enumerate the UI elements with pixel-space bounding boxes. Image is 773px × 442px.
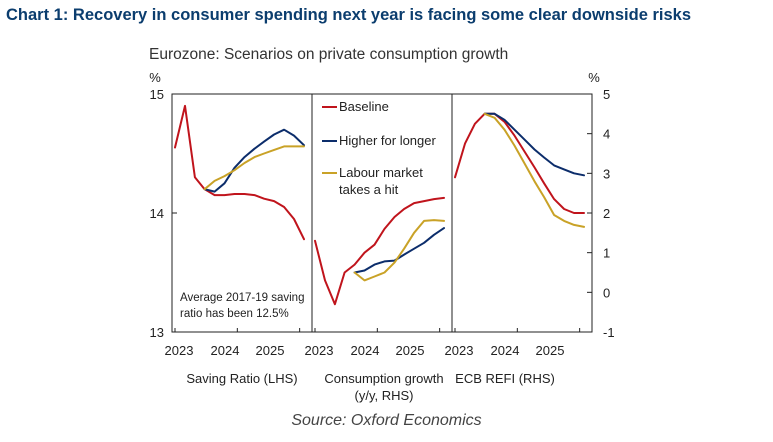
x-tick-label: 2024 — [491, 343, 520, 358]
right-axis-unit: % — [588, 70, 600, 85]
x-tick-label: 2023 — [165, 343, 194, 358]
panel-label: (y/y, RHS) — [355, 388, 414, 403]
series-line-baseline — [174, 104, 305, 241]
panel-label: Consumption growth — [324, 371, 443, 386]
chart: 13 14 15% -1 0 1 2 3 4 5% 2023 2024 2025 Saving Ratio… — [149, 70, 615, 403]
left-axis-tick-label: 14 — [150, 206, 164, 221]
series-line-higher-for-longer — [483, 112, 585, 177]
left-axis-tick-label: 13 — [150, 325, 164, 340]
right-axis-tick-label: 0 — [603, 285, 610, 300]
right-axis-tick-label: -1 — [603, 325, 615, 340]
right-axis-tick-label: 2 — [603, 206, 610, 221]
x-tick-label: 2025 — [536, 343, 565, 358]
annotation-text: Average 2017-19 saving — [180, 292, 304, 304]
chart-source: Source: Oxford Economics — [291, 412, 482, 429]
legend-label: Baseline — [339, 99, 389, 114]
series-line-higher-for-longer — [203, 128, 305, 193]
right-axis-tick-label: 5 — [603, 87, 610, 102]
x-tick-label: 2024 — [351, 343, 380, 358]
left-axis-tick-label: 15 — [150, 87, 164, 102]
right-axis-tick-label: 3 — [603, 166, 610, 181]
series-line-baseline — [454, 112, 585, 214]
left-axis-unit: % — [149, 70, 161, 85]
x-tick-label: 2025 — [396, 343, 425, 358]
x-tick-label: 2023 — [305, 343, 334, 358]
right-axis-tick-label: 1 — [603, 246, 610, 261]
x-tick-label: 2024 — [211, 343, 240, 358]
chart-title: Chart 1: Recovery in consumer spending n… — [6, 6, 691, 24]
chart-subtitle: Eurozone: Scenarios on private consumpti… — [149, 46, 509, 63]
series-line-labour-market-takes-a-hit — [353, 219, 445, 282]
panel-label: Saving Ratio (LHS) — [186, 371, 297, 386]
x-tick-label: 2023 — [445, 343, 474, 358]
legend-label: takes a hit — [339, 182, 399, 197]
panel-label: ECB REFI (RHS) — [455, 371, 555, 386]
series-line-higher-for-longer — [353, 227, 445, 274]
annotation-text: ratio has been 12.5% — [180, 308, 289, 320]
series-line-labour-market-takes-a-hit — [203, 145, 305, 191]
legend-label: Higher for longer — [339, 133, 436, 148]
legend-label: Labour market — [339, 165, 423, 180]
x-tick-label: 2025 — [256, 343, 285, 358]
right-axis-tick-label: 4 — [603, 127, 610, 142]
series-line-baseline — [314, 196, 445, 306]
series-line-labour-market-takes-a-hit — [483, 112, 585, 228]
